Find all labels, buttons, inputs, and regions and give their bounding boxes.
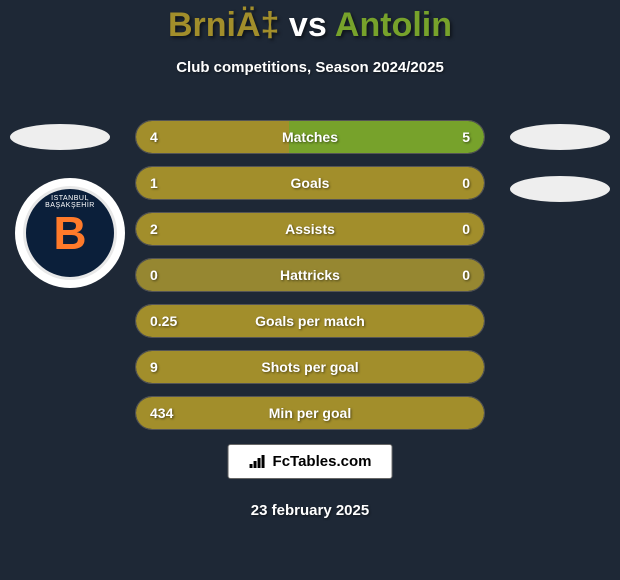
stat-label: Min per goal <box>136 405 484 421</box>
footer-date: 23 february 2025 <box>0 502 620 519</box>
stat-row: 2Assists0 <box>135 212 485 246</box>
subtitle: Club competitions, Season 2024/2025 <box>0 59 620 76</box>
stat-label: Shots per goal <box>136 359 484 375</box>
brand-badge[interactable]: FcTables.com <box>228 444 393 479</box>
stat-row: 1Goals0 <box>135 166 485 200</box>
stat-label: Hattricks <box>136 267 484 283</box>
stat-label: Goals <box>136 175 484 191</box>
stat-label: Goals per match <box>136 313 484 329</box>
stat-row: 0.25Goals per match <box>135 304 485 338</box>
stat-value-right: 5 <box>462 129 470 145</box>
badge-arc-text: ISTANBUL BAŞAKŞEHİR <box>26 195 114 209</box>
badge-mid-ring: ISTANBUL BAŞAKŞEHİR B <box>23 186 117 280</box>
stat-label: Matches <box>136 129 484 145</box>
stat-value-right: 0 <box>462 221 470 237</box>
stat-value-right: 0 <box>462 267 470 283</box>
comparison-title: BrniÄ‡ vs Antolin <box>0 0 620 45</box>
stat-value-right: 0 <box>462 175 470 191</box>
badge-letter: B <box>53 206 86 260</box>
stat-row: 9Shots per goal <box>135 350 485 384</box>
stat-row: 4Matches5 <box>135 120 485 154</box>
brand-text: FcTables.com <box>273 453 372 470</box>
player2-placeholder-ellipse-1 <box>510 124 610 150</box>
player1-name: BrniÄ‡ <box>168 6 279 44</box>
player2-placeholder-ellipse-2 <box>510 176 610 202</box>
badge-outer-ring: ISTANBUL BAŞAKŞEHİR B <box>15 178 125 288</box>
club-badge: ISTANBUL BAŞAKŞEHİR B <box>15 178 125 288</box>
stats-container: 4Matches51Goals02Assists00Hattricks00.25… <box>135 120 485 442</box>
stat-label: Assists <box>136 221 484 237</box>
player1-placeholder-ellipse <box>10 124 110 150</box>
vs-text: vs <box>289 6 327 44</box>
stat-row: 434Min per goal <box>135 396 485 430</box>
stat-row: 0Hattricks0 <box>135 258 485 292</box>
player2-name: Antolin <box>335 6 452 44</box>
chart-icon <box>249 455 267 469</box>
